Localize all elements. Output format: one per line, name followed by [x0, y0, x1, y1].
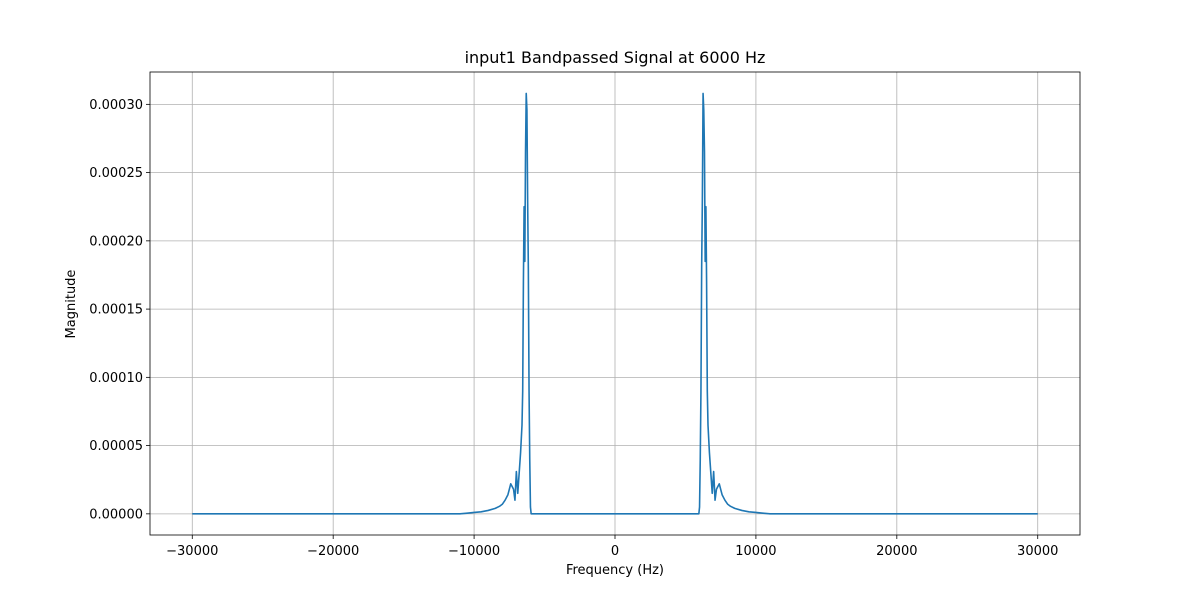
- x-tick-label: 20000: [876, 544, 917, 559]
- chart-title: input1 Bandpassed Signal at 6000 Hz: [465, 48, 766, 67]
- y-tick-label: 0.00025: [89, 166, 143, 181]
- y-axis-label: Magnitude: [64, 270, 79, 339]
- x-axis-label: Frequency (Hz): [566, 563, 664, 578]
- x-tick-label: 0: [611, 544, 619, 559]
- y-tick-label: 0.00030: [89, 98, 143, 113]
- series-layer: [192, 92, 1038, 515]
- x-tick-label: −10000: [448, 544, 500, 559]
- series-line: [192, 92, 1038, 515]
- x-tick-label: 10000: [735, 544, 776, 559]
- y-axis-ticks: 0.00000 0.00005 0.00010 0.00015 0.00020 0.000…: [89, 98, 150, 522]
- y-tick-label: 0.00010: [89, 371, 143, 386]
- y-tick-label: 0.00020: [89, 234, 143, 249]
- x-tick-label: −30000: [166, 544, 218, 559]
- x-axis-ticks: −30000 −20000 −10000 0 10000 20000 30000: [166, 535, 1058, 559]
- grid: [150, 72, 1080, 535]
- x-tick-label: 30000: [1017, 544, 1058, 559]
- y-tick-label: 0.00005: [89, 439, 143, 454]
- x-tick-label: −20000: [307, 544, 359, 559]
- y-tick-label: 0.00015: [89, 303, 143, 318]
- y-tick-label: 0.00000: [89, 507, 143, 522]
